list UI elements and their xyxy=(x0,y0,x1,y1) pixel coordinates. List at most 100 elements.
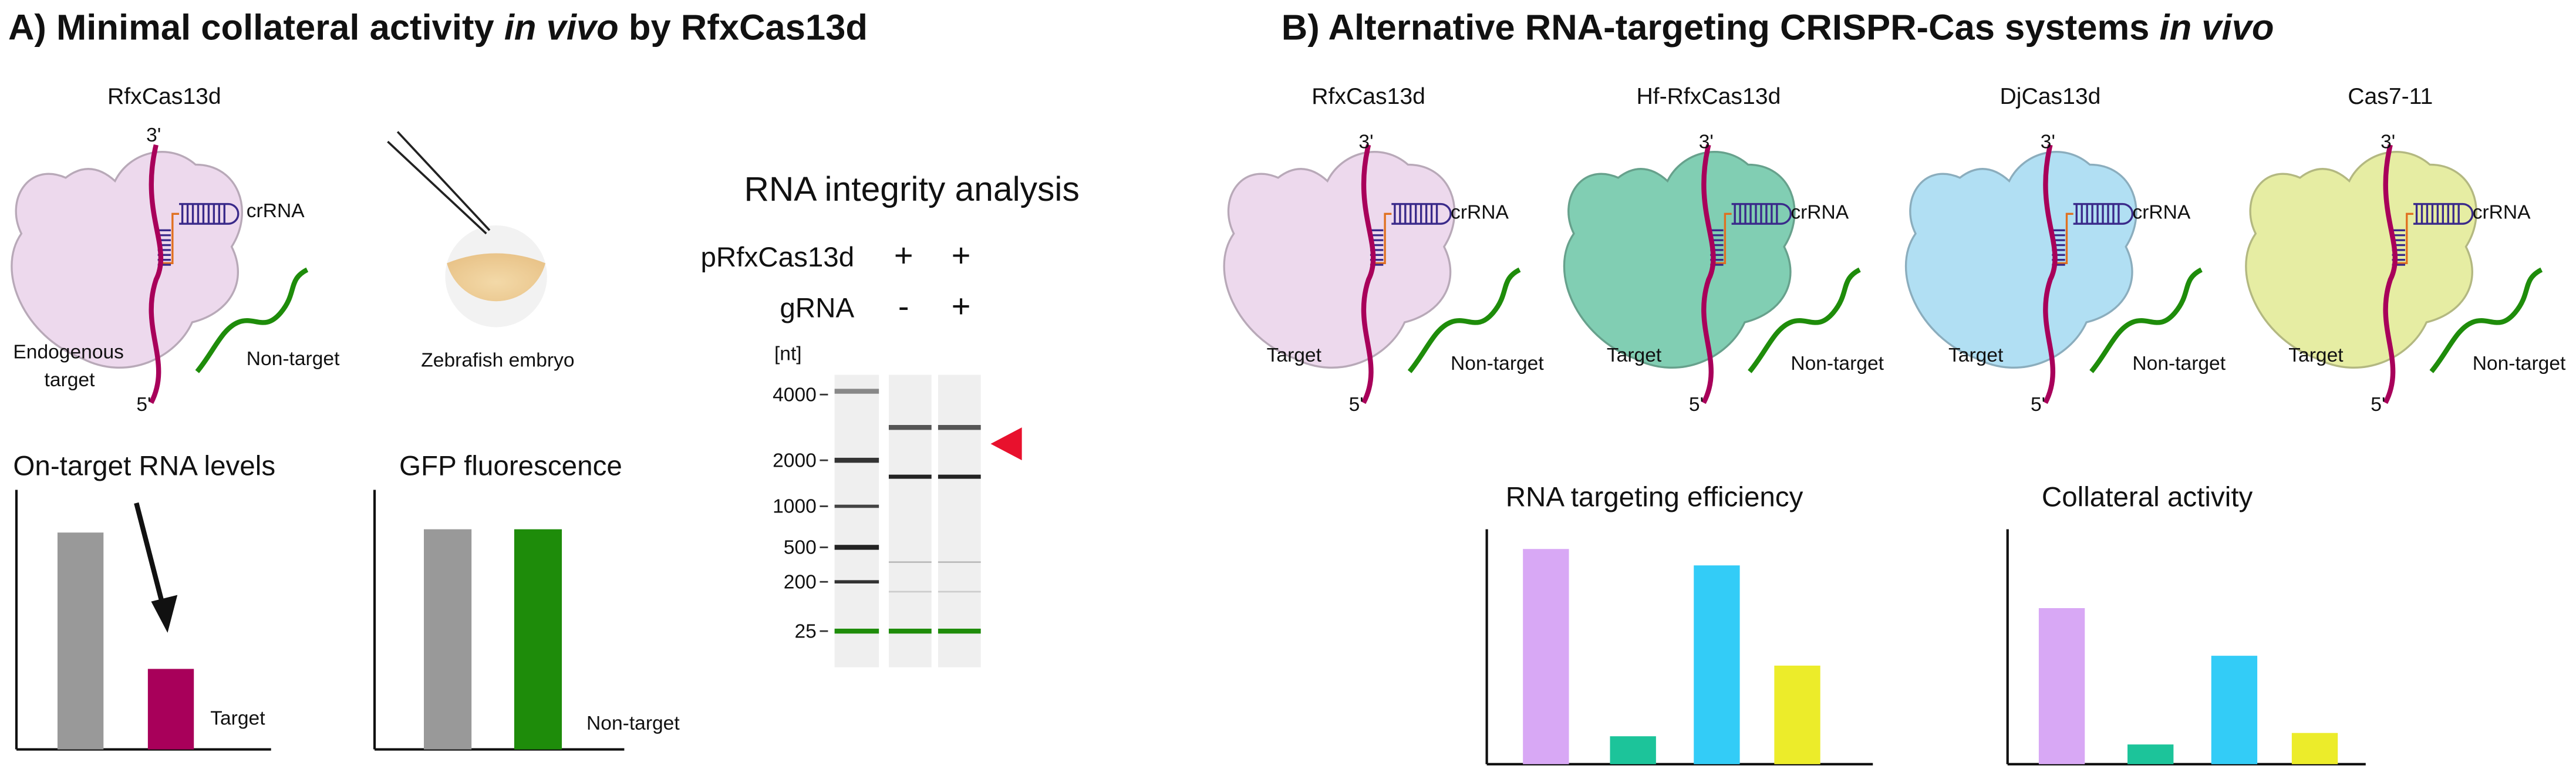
protein-body xyxy=(11,151,243,369)
label: Target xyxy=(210,708,265,730)
label: pRfxCas13d xyxy=(700,242,854,273)
target-rna xyxy=(1361,144,1376,404)
label: crRNA xyxy=(2473,202,2531,224)
label: gRNA xyxy=(780,293,854,324)
label: Target xyxy=(1948,345,2004,366)
protein-schematic xyxy=(1563,144,1861,404)
crrna-link xyxy=(163,212,180,264)
title-part: in vivo xyxy=(504,8,619,48)
label: Endogenous xyxy=(13,342,124,363)
label: RfxCas13d xyxy=(1311,84,1425,109)
panel-a-title: A) Minimal collateral activity in vivo b… xyxy=(8,8,868,48)
crrna-link xyxy=(1375,212,1392,264)
crrna-link xyxy=(1715,212,1732,264)
protein-schematic xyxy=(1223,144,1521,404)
non-target-rna xyxy=(1748,267,1861,373)
protein-body xyxy=(1223,151,1456,369)
title-part: A) Minimal collateral activity xyxy=(8,8,504,48)
label: crRNA xyxy=(1451,202,1509,224)
label: + xyxy=(952,288,971,325)
trend-arrow xyxy=(134,502,166,606)
bar xyxy=(57,532,104,750)
label: Non-target xyxy=(247,348,340,370)
bar xyxy=(424,529,472,750)
label: DjCas13d xyxy=(2000,84,2101,109)
label: target xyxy=(45,369,96,391)
non-target-rna xyxy=(2429,267,2543,373)
label: 500 xyxy=(784,537,817,559)
crrna-hairpin xyxy=(2413,203,2474,225)
crrna-link xyxy=(2056,212,2073,264)
label: 5' xyxy=(2371,394,2385,416)
label: 5' xyxy=(2031,394,2045,416)
label: GFP fluorescence xyxy=(399,450,622,481)
chart-title: RNA targeting efficiency xyxy=(1506,481,1803,512)
protein-schematic xyxy=(11,144,309,404)
label: Zebrafish embryo xyxy=(421,350,574,372)
target-rna xyxy=(1701,144,1716,404)
gel-lane xyxy=(888,374,932,667)
crrna-hairpin xyxy=(1391,203,1452,225)
label: On-target RNA levels xyxy=(13,450,275,481)
non-target-rna xyxy=(1407,267,1521,373)
label: 3' xyxy=(2041,131,2055,153)
bar xyxy=(2038,608,2085,764)
label: + xyxy=(894,237,913,274)
gel-lane xyxy=(938,374,981,667)
label: RfxCas13d xyxy=(107,84,221,109)
label: Non-target xyxy=(1451,353,1544,374)
title-part: in vivo xyxy=(2160,8,2274,48)
label: Cas7-11 xyxy=(2348,84,2433,109)
chart-title: Collateral activity xyxy=(2042,481,2253,512)
bar xyxy=(2211,656,2258,764)
bar xyxy=(1523,549,1569,764)
bar xyxy=(514,529,562,750)
label: Non-target xyxy=(2473,353,2566,374)
label: 25 xyxy=(794,620,816,642)
label: - xyxy=(898,288,909,325)
label: 5' xyxy=(136,394,151,416)
title-part: B) Alternative RNA-targeting CRISPR-Cas … xyxy=(1282,8,2160,48)
label: RNA integrity analysis xyxy=(744,170,1079,208)
non-target-rna xyxy=(195,267,309,373)
label: crRNA xyxy=(2132,202,2190,224)
label: [nt] xyxy=(774,343,802,365)
bar xyxy=(1694,565,1740,764)
label: Non-target xyxy=(2132,353,2226,374)
target-rna xyxy=(149,144,164,404)
label: 2000 xyxy=(773,450,817,471)
label: 200 xyxy=(784,571,817,593)
crrna-hairpin xyxy=(2073,203,2134,225)
label: 3' xyxy=(2381,131,2395,153)
bar xyxy=(1610,736,1656,764)
label: Target xyxy=(1267,345,1322,366)
target-rna xyxy=(2383,144,2398,404)
title-part: by RfxCas13d xyxy=(619,8,868,48)
bar xyxy=(2127,744,2174,764)
label: Target xyxy=(1607,345,1662,366)
label: crRNA xyxy=(1791,202,1849,224)
protein-body xyxy=(1905,151,2137,369)
label: Non-target xyxy=(586,713,680,734)
label: Hf-RfxCas13d xyxy=(1636,84,1781,109)
label: 5' xyxy=(1349,394,1364,416)
panel-b-title: B) Alternative RNA-targeting CRISPR-Cas … xyxy=(1282,8,2274,48)
protein-body xyxy=(2245,151,2477,369)
trend-arrowhead xyxy=(151,595,178,633)
label: Target xyxy=(2288,345,2344,366)
protein-schematic xyxy=(2245,144,2543,404)
crrna-hairpin xyxy=(1731,203,1792,225)
label: crRNA xyxy=(247,200,305,222)
label: 3' xyxy=(1699,131,1714,153)
protein-body xyxy=(1563,151,1796,369)
label: Non-target xyxy=(1791,353,1884,374)
crrna-hairpin xyxy=(179,203,240,225)
label: 5' xyxy=(1689,394,1704,416)
label: + xyxy=(952,237,971,274)
target-rna xyxy=(2043,144,2058,404)
label: 4000 xyxy=(773,384,817,406)
label: 1000 xyxy=(773,496,817,518)
label: 3' xyxy=(146,124,161,146)
